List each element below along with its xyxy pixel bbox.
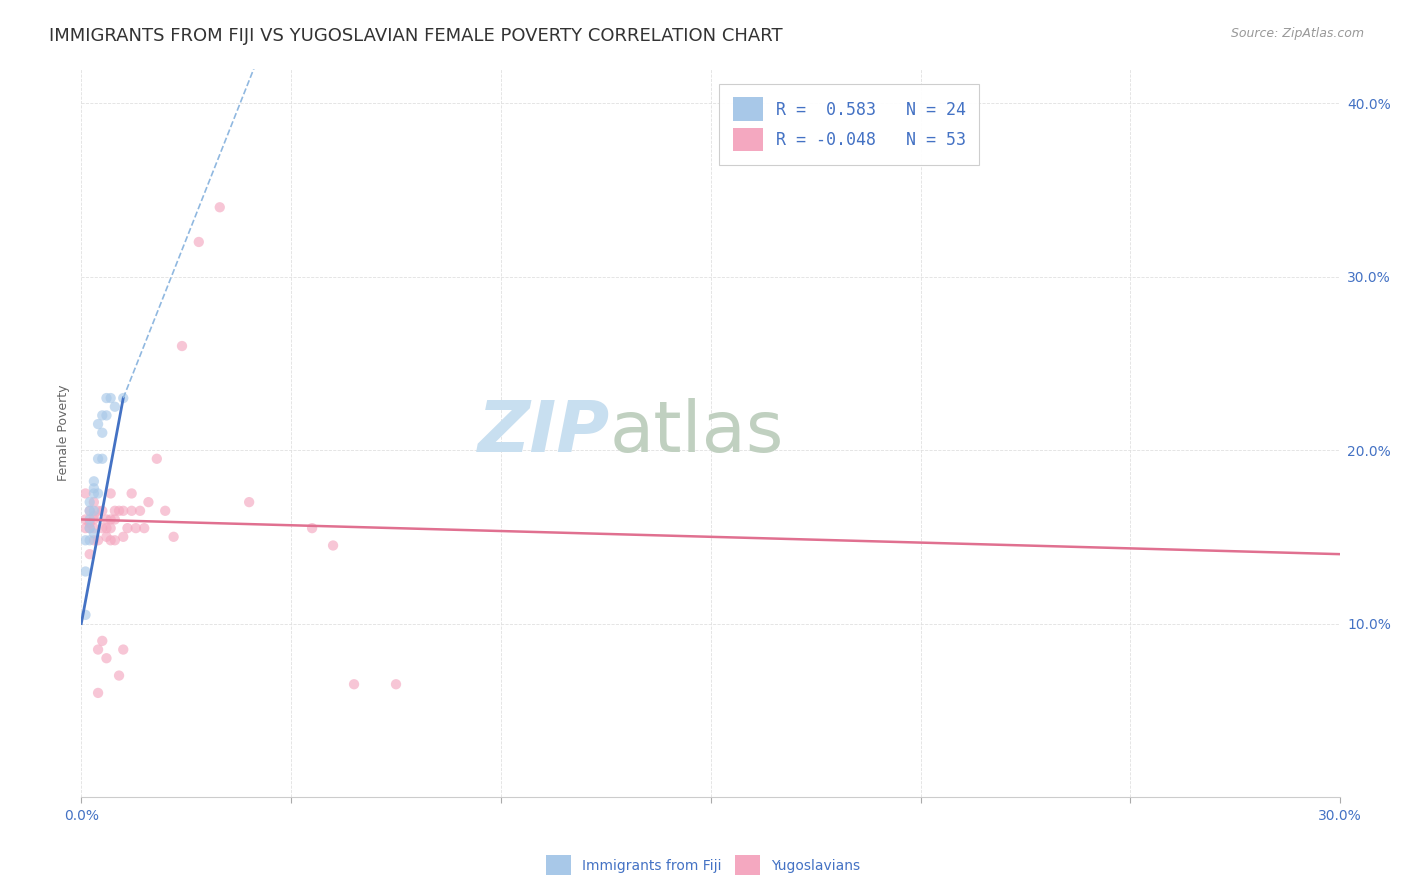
Point (83, 504, 105, 518)
Point (146, 451, 169, 466)
Point (83, 508, 105, 523)
Point (322, 539, 344, 553)
Point (79, 533, 101, 548)
Point (104, 512, 127, 526)
Point (83, 533, 105, 548)
Point (79, 504, 101, 518)
Legend: R =  0.583   N = 24, R = -0.048   N = 53: R = 0.583 N = 24, R = -0.048 N = 53 (720, 84, 980, 165)
Point (96, 409, 118, 423)
Point (138, 495, 160, 509)
Point (104, 504, 127, 518)
Point (91, 409, 114, 423)
Point (134, 521, 156, 535)
Point (121, 504, 143, 518)
Text: ZIP: ZIP (478, 398, 610, 467)
Point (87, 533, 110, 548)
Point (75, 533, 97, 548)
Point (87, 504, 110, 518)
Point (100, 512, 122, 526)
Point (238, 495, 260, 509)
Point (208, 200, 231, 214)
Point (343, 677, 366, 691)
Point (96, 512, 118, 526)
Text: Source: ZipAtlas.com: Source: ZipAtlas.com (1230, 27, 1364, 40)
Point (79, 521, 101, 535)
Point (125, 521, 148, 535)
Point (155, 504, 177, 518)
Point (79, 495, 101, 509)
Point (129, 504, 152, 518)
Point (104, 400, 127, 414)
Point (83, 486, 105, 500)
Point (83, 475, 105, 489)
Point (75, 607, 97, 622)
Point (75, 565, 97, 579)
Point (112, 391, 135, 405)
Point (91, 504, 114, 518)
Point (104, 533, 127, 548)
Point (83, 481, 105, 495)
Point (83, 526, 105, 541)
Point (385, 677, 408, 691)
Point (75, 512, 97, 526)
Point (100, 533, 122, 548)
Point (96, 651, 118, 665)
Point (87, 686, 110, 700)
Point (108, 504, 131, 518)
Point (96, 521, 118, 535)
Point (112, 642, 135, 657)
Point (100, 391, 122, 405)
Point (79, 504, 101, 518)
Text: IMMIGRANTS FROM FIJI VS YUGOSLAVIAN FEMALE POVERTY CORRELATION CHART: IMMIGRANTS FROM FIJI VS YUGOSLAVIAN FEMA… (49, 27, 783, 45)
Point (112, 530, 135, 544)
Point (108, 668, 131, 682)
Point (79, 516, 101, 530)
Point (91, 633, 114, 648)
Point (100, 486, 122, 500)
Point (301, 521, 323, 535)
Point (87, 417, 110, 431)
Point (187, 235, 209, 249)
Point (91, 451, 114, 466)
Point (162, 530, 184, 544)
Point (121, 486, 143, 500)
Legend: Immigrants from Fiji, Yugoslavians: Immigrants from Fiji, Yugoslavians (540, 850, 866, 880)
Point (96, 530, 118, 544)
Point (87, 486, 110, 500)
Point (87, 642, 110, 657)
Point (87, 451, 110, 466)
Point (79, 512, 101, 526)
Y-axis label: Female Poverty: Female Poverty (58, 384, 70, 481)
Point (170, 339, 193, 353)
Point (75, 486, 97, 500)
Point (83, 495, 105, 509)
Point (96, 391, 118, 405)
Point (79, 521, 101, 535)
Text: atlas: atlas (610, 398, 785, 467)
Point (79, 547, 101, 561)
Point (91, 521, 114, 535)
Point (83, 512, 105, 526)
Point (83, 521, 105, 535)
Point (117, 521, 139, 535)
Point (100, 521, 122, 535)
Point (112, 504, 135, 518)
Point (75, 521, 97, 535)
Point (91, 425, 114, 440)
